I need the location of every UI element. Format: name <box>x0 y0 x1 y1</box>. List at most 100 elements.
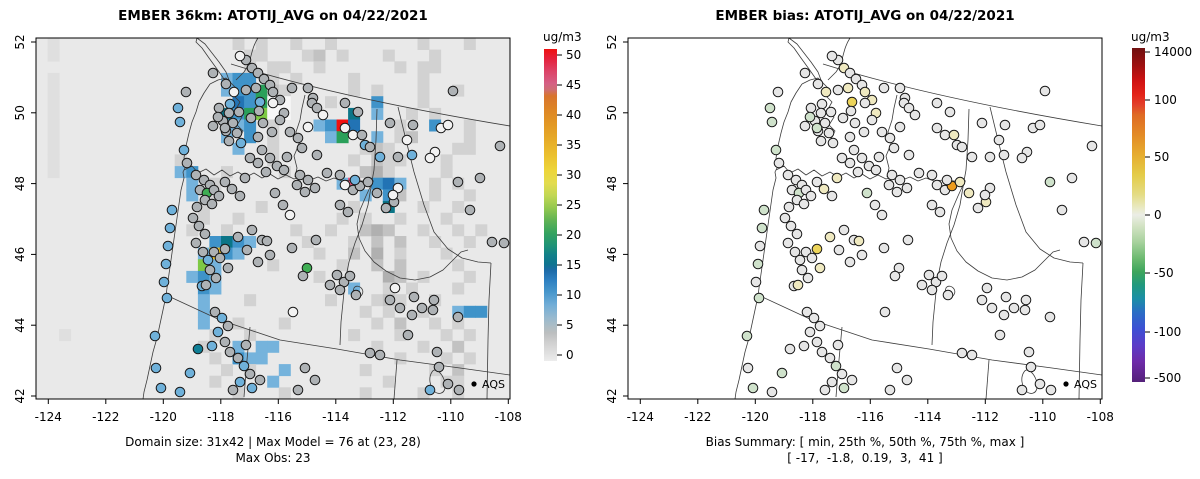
station-dot <box>856 152 868 164</box>
grid-cell <box>371 107 384 120</box>
station-dot <box>791 228 803 240</box>
grid-cell <box>440 329 453 342</box>
station-dot <box>252 256 264 268</box>
station-dot <box>853 235 865 247</box>
colorbar-tick-label: 50 <box>566 48 581 62</box>
station-dot <box>742 362 754 374</box>
station-dot <box>832 339 844 351</box>
grid-cell <box>417 72 430 85</box>
grid-cell <box>452 282 465 295</box>
station-dot <box>926 169 938 181</box>
grid-cell <box>359 166 372 179</box>
station-dot <box>212 111 224 123</box>
station-dot <box>291 179 303 191</box>
geo-boundary-path <box>356 182 469 281</box>
grid-cell <box>359 387 372 399</box>
grid-cell <box>255 340 268 353</box>
station-dot <box>818 183 830 195</box>
grid-cell <box>371 177 384 190</box>
station-dot <box>257 117 269 129</box>
station-dot <box>339 122 351 134</box>
station-dot <box>993 134 1005 146</box>
grid-cell <box>47 166 60 179</box>
grid-cell <box>336 259 349 272</box>
grid-cell <box>325 224 337 237</box>
grid-cell <box>197 294 210 307</box>
grid-cell <box>47 84 60 97</box>
station-dot <box>844 131 856 143</box>
grid-cell <box>348 119 361 132</box>
x-tick-label: -112 <box>380 410 407 424</box>
station-dot <box>848 144 860 156</box>
grid-cell <box>417 38 430 50</box>
station-dot <box>948 129 960 141</box>
grid-cell <box>47 119 60 132</box>
station-dot <box>200 279 212 291</box>
station-dot <box>278 164 290 176</box>
y-tick-label: 52 <box>605 34 619 49</box>
grid-cell <box>463 119 476 132</box>
station-dot <box>296 142 308 154</box>
station-dot <box>939 129 951 141</box>
grid-cell <box>475 224 488 237</box>
grid-cell <box>197 317 210 330</box>
station-dot <box>402 329 414 341</box>
station-dot <box>814 320 826 332</box>
grid-cell <box>278 387 291 399</box>
grid-cell <box>452 340 465 353</box>
grid-cell <box>417 224 430 237</box>
station-dot <box>244 152 256 164</box>
station-dot <box>224 346 236 358</box>
station-dot <box>209 306 221 318</box>
station-dot <box>464 204 476 216</box>
station-dot <box>266 126 278 138</box>
grid-cell <box>313 247 326 260</box>
station-dot <box>1034 378 1046 390</box>
station-dot <box>254 374 266 386</box>
grid-cell <box>359 305 372 318</box>
station-dot <box>260 166 272 178</box>
x-tick-label: -122 <box>684 410 711 424</box>
grid-cell <box>47 49 60 62</box>
geo-boundary-path <box>801 77 836 146</box>
grid-cell <box>463 352 476 365</box>
station-dot <box>802 272 814 284</box>
grid-cell <box>244 72 257 85</box>
station-dot <box>766 116 778 128</box>
station-dot <box>334 284 346 296</box>
station-dot <box>1016 152 1028 164</box>
station-dot <box>310 234 322 246</box>
station-dot <box>979 189 991 201</box>
grid-cell <box>313 61 326 74</box>
grid-cell <box>209 352 222 365</box>
station-dot <box>984 151 996 163</box>
grid-cell <box>47 38 60 50</box>
station-dot <box>830 360 842 372</box>
left-caption-line2: Max Obs: 23 <box>235 451 310 465</box>
station-dot <box>286 82 298 94</box>
stations-layer <box>741 50 1102 398</box>
x-tick-label: -122 <box>92 410 119 424</box>
station-dot <box>246 382 258 394</box>
grid-cell <box>313 119 326 132</box>
grid-cell <box>429 49 442 62</box>
y-axis: 42 44 46 48 50 52 <box>605 34 628 404</box>
station-dot <box>754 240 766 252</box>
station-dot <box>994 329 1006 341</box>
station-dot <box>884 132 896 144</box>
station-dot <box>931 179 943 191</box>
station-dot <box>389 282 401 294</box>
x-tick-label: -118 <box>207 410 234 424</box>
grid-cell <box>382 166 395 179</box>
station-dot <box>350 289 362 301</box>
station-dot <box>752 258 764 270</box>
station-dot <box>371 187 383 199</box>
station-dot <box>1025 361 1037 373</box>
station-dot <box>246 224 258 236</box>
grid-cell <box>382 375 395 388</box>
station-dot <box>334 169 346 181</box>
station-dot <box>823 127 835 139</box>
grid-cell <box>267 340 280 353</box>
station-dot <box>931 122 943 134</box>
